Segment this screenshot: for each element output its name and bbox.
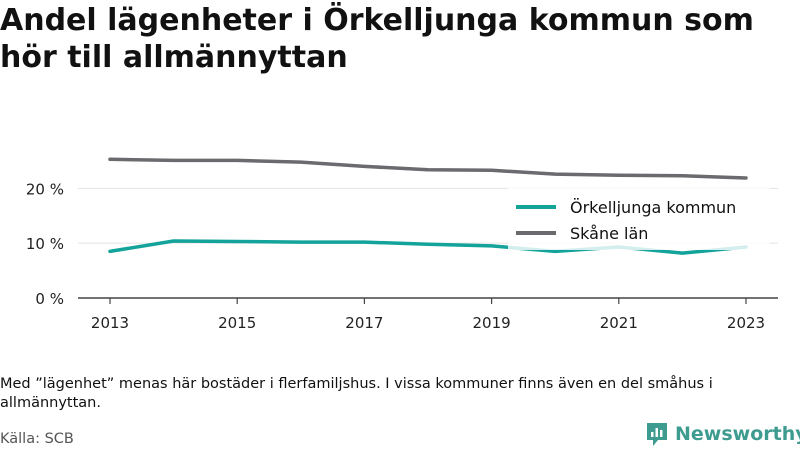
x-tick-label: 2021 <box>600 314 638 332</box>
y-tick-label: 20 % <box>26 180 64 198</box>
x-tick-label: 2013 <box>91 314 129 332</box>
y-tick-label: 0 % <box>35 290 64 308</box>
series-line-1 <box>108 157 748 180</box>
newsworthy-logo-text: Newsworthy <box>675 423 800 445</box>
x-tick-label: 2019 <box>473 314 511 332</box>
x-tick-label: 2023 <box>727 314 765 332</box>
legend-label: Örkelljunga kommun <box>570 198 736 217</box>
y-axis-ticks: 0 % 10 % 20 % <box>26 180 64 308</box>
footnote: Med ”lägenhet” menas här bostäder i fler… <box>0 376 713 411</box>
legend: Örkelljunga kommun Skåne län <box>508 188 770 250</box>
chart-title: Andel lägenheter i Örkelljunga kommun so… <box>0 3 754 75</box>
x-axis-ticks: 2013 2015 2017 2019 2021 2023 <box>91 298 765 332</box>
source-label: Källa: SCB <box>0 431 74 447</box>
x-tick-label: 2017 <box>345 314 383 332</box>
newsworthy-logo-icon <box>647 423 667 446</box>
legend-background <box>508 188 770 250</box>
y-tick-label: 10 % <box>26 235 64 253</box>
newsworthy-logo[interactable]: Newsworthy <box>645 419 800 449</box>
legend-label: Skåne län <box>570 224 648 243</box>
x-tick-label: 2015 <box>218 314 256 332</box>
